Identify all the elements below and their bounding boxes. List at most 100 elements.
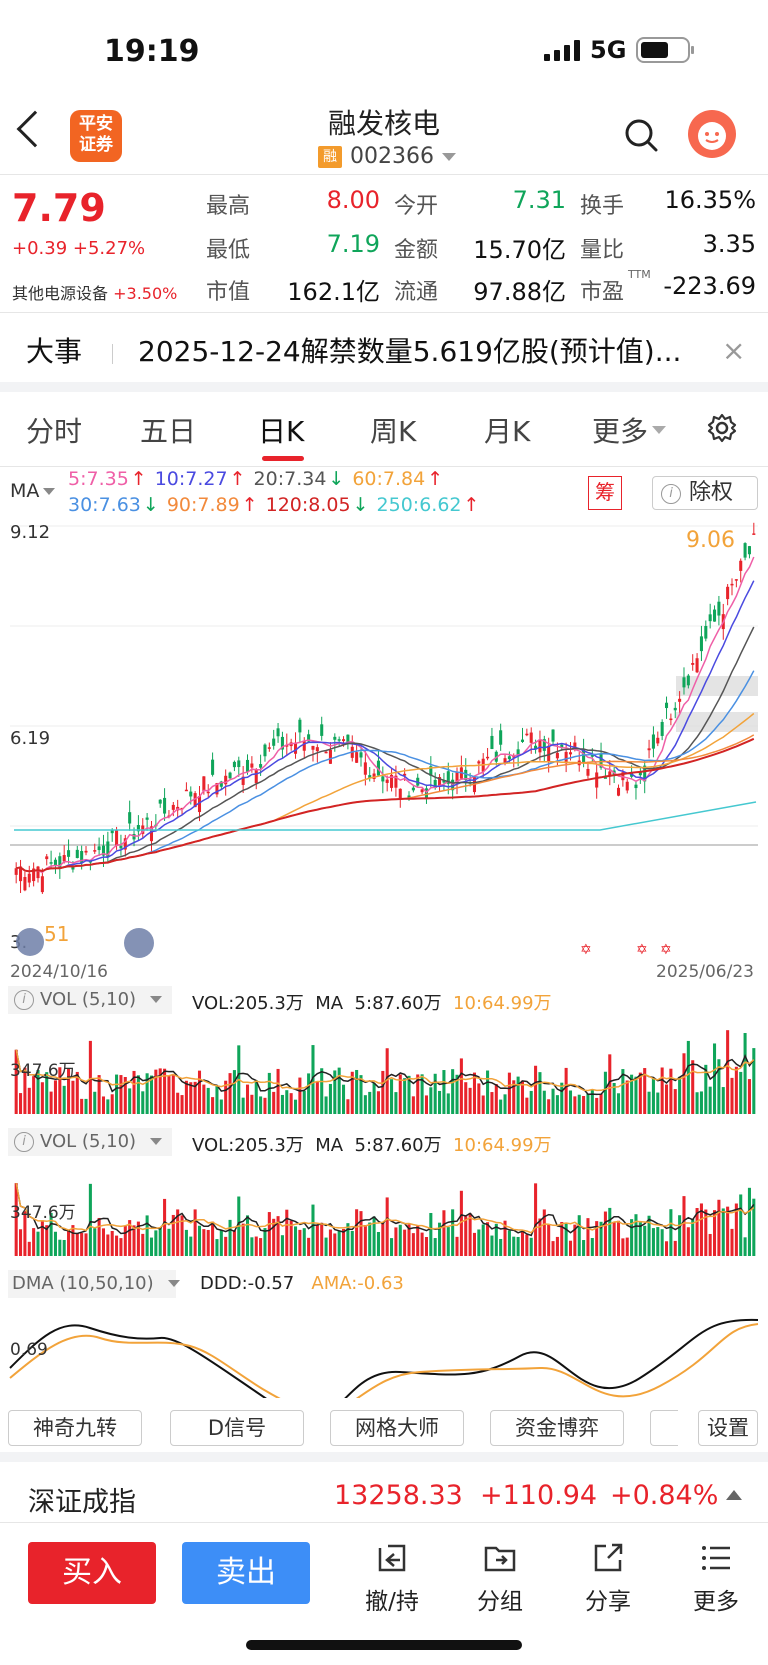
ma-arrow: ↑ [241,494,258,516]
quote-label: 换手 [580,194,625,219]
avatar[interactable] [688,110,736,158]
chevron-down-icon [150,1138,163,1145]
dma-chart[interactable] [0,1298,768,1398]
kline-chart[interactable] [0,516,768,986]
cancel-hold-icon [378,1544,406,1572]
ma-legend-item: 5:7.35 ↑ [68,468,147,490]
index-pct: +0.84% [610,1480,719,1511]
vol-ma10: 10:64.99万 [453,1135,552,1156]
last-price: 7.79 [12,186,106,230]
vol-value: VOL:205.3万 [192,993,304,1014]
gear-icon[interactable] [706,412,738,444]
tool-shenqi-jiuzhuan[interactable]: 神奇九转 [8,1410,142,1446]
group-button[interactable]: 分组 [460,1540,540,1616]
expand-up-icon[interactable] [726,1490,742,1500]
vol-indicator-selector[interactable]: i VOL (5,10) [14,989,163,1010]
section-gap [0,1452,768,1462]
home-indicator [246,1640,522,1650]
volume-chart[interactable] [0,1014,768,1120]
vol-ma-label: MA [315,993,344,1014]
ma-selector[interactable]: MA [10,480,56,502]
chevron-down-icon [441,152,456,161]
vol-indicator-tag-bg [8,1128,172,1156]
quote-value: 15.70亿 [473,236,566,264]
ma-arrow: ↓ [142,494,159,516]
ma-value: 60:7.84 [352,468,426,490]
signal-icon [544,39,580,61]
vol-ma-label: MA [315,1135,344,1156]
menu-icon [702,1546,730,1570]
tool-fund-game[interactable]: 资金博弈 [490,1410,624,1446]
vol-indicator-selector[interactable]: i VOL (5,10) [14,1131,163,1152]
ma-legend-item: 20:7.34 ↓ [254,468,345,490]
fullscreen-icon[interactable] [124,928,154,958]
ttm-superscript: TTM [628,268,651,281]
stock-name: 融发核电 [327,107,440,140]
dma-indicator-selector[interactable]: DMA (10,50,10) [12,1273,180,1294]
sector-info[interactable]: 其他电源设备 +3.50% [12,280,177,304]
tab-fenshi[interactable]: 分时 [26,415,83,448]
sell-button[interactable]: 卖出 [182,1542,310,1604]
share-icon [594,1543,623,1572]
quote-label: 金额 [394,238,439,263]
quote-label: 市值 [206,280,251,305]
battery-icon [636,37,695,63]
dma-tag: DMA (10,50,10) [12,1273,154,1294]
share-button[interactable]: 分享 [568,1540,648,1616]
adjust-price-button[interactable]: i 除权 [652,476,758,510]
cancel-hold-button[interactable]: 撤/持 [352,1540,432,1616]
ma-value: 5:7.35 [68,468,129,490]
tab-yuek[interactable]: 月K [484,415,531,448]
ma-legend-item: 90:7.89 ↑ [167,494,258,516]
divider [0,466,768,467]
index-change: +110.94 [480,1480,598,1511]
event-marker-icon[interactable]: ✡ [580,942,592,958]
ma-arrow: ↑ [427,468,444,490]
scroll-left-icon[interactable] [16,928,44,956]
divider [112,344,113,364]
date-start: 2024/10/16 [10,962,108,982]
event-marker-icon[interactable]: ✡ [636,942,648,958]
dma-ama: AMA:-0.63 [311,1273,404,1294]
quote-value: 3.35 [702,230,756,258]
index-name[interactable]: 深证成指 [28,1487,136,1518]
quote-label: 最高 [206,194,251,219]
news-title: 大事 [26,335,83,368]
divider [0,174,768,175]
buy-button[interactable]: 买入 [28,1542,156,1604]
vol-y-label: 347.6万 [10,1061,76,1081]
ma-value: 90:7.89 [166,494,240,516]
quote-value: 8.00 [326,186,380,214]
quote-value: 7.31 [512,186,566,214]
vol-indicator-tag-bg [8,986,172,1014]
tool-settings[interactable]: 设置 [698,1410,758,1446]
tool-d-signal[interactable]: D信号 [170,1410,304,1446]
stock-code-selector[interactable]: 融 002366 [318,144,456,169]
group-label: 分组 [477,1589,523,1615]
ma-value: 10:7.27 [154,468,228,490]
quote-label: 量比 [580,238,625,263]
tool-grid-master[interactable]: 网格大师 [330,1410,464,1446]
more-button[interactable]: 更多 [676,1540,756,1616]
volume-chart[interactable] [0,1156,768,1260]
tab-more[interactable]: 更多 [592,410,667,450]
news-text[interactable]: 2025-12-24解禁数量5.619亿股(预计值)... [138,335,682,368]
divider [0,1522,768,1523]
chevron-down-icon [652,426,667,434]
search-icon[interactable] [624,118,658,152]
tab-wuri[interactable]: 五日 [140,415,197,448]
ma-arrow: ↑ [130,468,147,490]
close-icon[interactable]: × [722,334,746,367]
index-value: 13258.33 [334,1480,463,1511]
margin-badge: 融 [318,145,342,168]
ma-value: 250:6.62 [376,494,462,516]
tool-partial[interactable] [650,1410,678,1446]
chevron-down-icon [167,1280,180,1287]
tab-rik[interactable]: 日K [258,415,305,448]
tab-zhouk[interactable]: 周K [370,415,417,448]
chip-distribution-button[interactable]: 筹 [588,476,622,510]
ma-arrow: ↓ [328,468,345,490]
quote-value: 16.35% [664,186,756,214]
quote-value: -223.69 [663,272,756,300]
event-marker-icon[interactable]: ✡ [660,942,672,958]
